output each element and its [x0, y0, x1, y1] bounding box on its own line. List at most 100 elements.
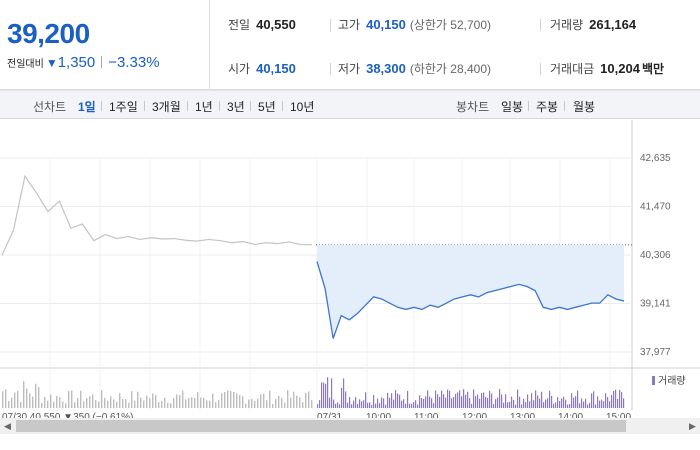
volume-bar: [333, 399, 335, 408]
volume-bar: [74, 402, 76, 408]
tab-1week[interactable]: 1주일: [109, 100, 138, 114]
price-change: 전일대비 ▼1,350 −3.33%: [7, 54, 160, 71]
scroll-right-icon[interactable]: ▶: [689, 421, 696, 431]
volume-bar: [38, 386, 40, 408]
volume-bar: [221, 393, 223, 408]
tab-monthly-candle[interactable]: 월봉: [573, 100, 596, 114]
volume-bar: [489, 390, 491, 408]
volume-bar: [335, 403, 337, 408]
volume-bar: [327, 377, 329, 408]
volume-bar: [357, 403, 359, 408]
volume-bar: [302, 402, 304, 408]
volume-bar: [411, 403, 413, 408]
volume-bar: [455, 393, 457, 408]
today-price-line: [316, 261, 625, 339]
volume-bar: [191, 397, 193, 408]
volume-bar: [545, 399, 547, 408]
volume-bar: [383, 398, 385, 408]
tab-weekly-candle[interactable]: 주봉: [536, 100, 559, 114]
volume-bar: [131, 391, 133, 408]
volume-bar: [56, 396, 58, 408]
volume-bar: [101, 390, 103, 408]
volume-bar: [517, 389, 519, 408]
volume-bar: [325, 383, 327, 408]
volume-bar: [337, 402, 339, 408]
divider: [101, 56, 103, 68]
volume-bar: [621, 392, 623, 408]
volume-bar: [119, 393, 121, 408]
volume-bar: [501, 394, 503, 408]
volume-bar: [29, 393, 31, 408]
tab-1day[interactable]: 1일: [78, 100, 96, 114]
volume-bar: [423, 398, 425, 408]
volume-bar: [475, 396, 477, 408]
tab-5year[interactable]: 5년: [258, 100, 276, 114]
volume-bar: [349, 397, 351, 408]
volume-bar: [435, 390, 437, 408]
tab-daily-candle[interactable]: 일봉: [501, 100, 524, 114]
volume-bar: [605, 393, 607, 408]
volume-bar: [511, 396, 513, 408]
volume-bar: [215, 402, 217, 408]
volume-bar: [155, 394, 157, 408]
change-label: 전일대비: [7, 59, 44, 70]
volume-bar: [425, 396, 427, 408]
volume-bar: [503, 402, 505, 408]
y-tick-label: 39,141: [640, 299, 671, 310]
x-tick-label: 15:00: [606, 412, 631, 420]
volume-bar: [53, 401, 55, 408]
volume-bar: [257, 398, 259, 408]
prev-close-stat: 전일 40,550: [228, 17, 296, 32]
volume-bar: [263, 393, 265, 408]
volume-bar: [188, 397, 190, 408]
chart-scrollbar[interactable]: ◀ ▶: [0, 418, 700, 434]
volume-bar: [321, 382, 323, 408]
volume-bar: [547, 398, 549, 408]
divider: [101, 101, 102, 111]
volume-bar: [581, 398, 583, 408]
tab-3year[interactable]: 3년: [227, 100, 245, 114]
volume-bar: [447, 389, 449, 408]
scrollbar-thumb[interactable]: [16, 420, 626, 432]
volume-bar: [417, 404, 419, 408]
volume-bar: [439, 397, 441, 408]
scroll-left-icon[interactable]: ◀: [4, 421, 11, 431]
volume-bar: [459, 390, 461, 408]
tab-3month[interactable]: 3개월: [152, 100, 181, 114]
volume-bar: [537, 395, 539, 408]
volume-bar: [11, 397, 13, 408]
volume-legend: 거래량: [652, 372, 686, 387]
volume-bar: [146, 395, 148, 408]
volume-bar: [77, 397, 79, 408]
volume-bar: [143, 400, 145, 408]
divider: [144, 101, 145, 111]
volume-bar: [92, 394, 94, 408]
volume-bar: [230, 391, 232, 408]
volume-bar: [269, 390, 271, 408]
volume-bar: [593, 391, 595, 408]
volume-bar: [523, 398, 525, 408]
volume-bar: [479, 398, 481, 408]
x-tick-label: 13:00: [510, 412, 535, 420]
volume-bar: [477, 394, 479, 408]
volume-bar: [173, 398, 175, 408]
volume-bar: [619, 389, 621, 408]
tab-1year[interactable]: 1년: [195, 100, 213, 114]
volume-bar: [521, 404, 523, 408]
volume-bar: [519, 396, 521, 408]
x-tick-label: 12:00: [462, 412, 487, 420]
change-value: 1,350: [57, 54, 96, 71]
volume-bar: [68, 390, 70, 408]
volume-bar: [83, 401, 85, 408]
volume-bar: [587, 404, 589, 408]
volume-bar: [161, 400, 163, 408]
volume-bar: [487, 397, 489, 408]
tab-10year[interactable]: 10년: [290, 100, 315, 114]
volume-bar: [200, 397, 202, 408]
volume-bar: [495, 399, 497, 408]
volume-bar: [433, 403, 435, 408]
volume-bar: [421, 397, 423, 408]
volume-bar: [385, 404, 387, 408]
volume-bar: [224, 391, 226, 408]
x-tick-label: 11:00: [414, 412, 439, 420]
